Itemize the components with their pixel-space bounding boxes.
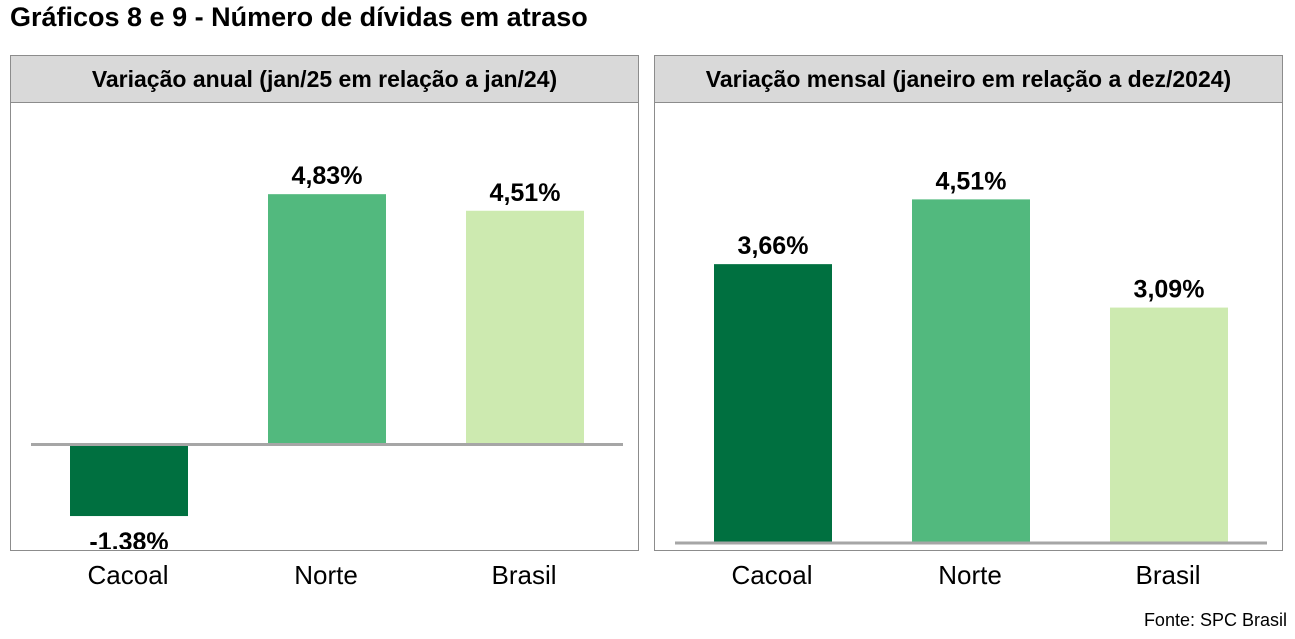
data-label-norte: 4,83% (292, 162, 363, 190)
monthly-chart-plot: 3,66% 4,51% 3,09% (675, 167, 1267, 545)
page-title: Gráficos 8 e 9 - Número de dívidas em at… (10, 2, 588, 32)
x-tick-label: Cacoal (87, 560, 169, 590)
x-tick-label: Norte (294, 560, 358, 590)
x-tick-label: Cacoal (731, 560, 813, 590)
bar-brasil (466, 210, 584, 445)
x-tick-label: Norte (938, 560, 1002, 590)
annual-variation-chart: Variação anual (jan/25 em relação a jan/… (10, 55, 639, 551)
monthly-x-axis-labels: Cacoal Norte Brasil (654, 560, 1283, 600)
bar-brasil (1110, 307, 1228, 543)
chart-title-annual: Variação anual (jan/25 em relação a jan/… (11, 56, 638, 103)
annual-x-axis-labels: Cacoal Norte Brasil (10, 560, 639, 600)
data-label-norte: 4,51% (936, 167, 1007, 195)
data-label-brasil: 3,09% (1134, 276, 1205, 304)
bar-norte (268, 194, 386, 445)
x-tick-label: Brasil (491, 560, 557, 590)
data-label-cacoal: -1,38% (89, 528, 168, 549)
chart-title-monthly: Variação mensal (janeiro em relação a de… (655, 56, 1282, 103)
data-label-brasil: 4,51% (490, 179, 561, 207)
annual-chart-plot: -1,38% 4,83% 4,51% (31, 162, 623, 549)
monthly-variation-chart: Variação mensal (janeiro em relação a de… (654, 55, 1283, 551)
bar-norte (912, 199, 1030, 543)
source-note: Fonte: SPC Brasil (1143, 610, 1287, 630)
data-label-cacoal: 3,66% (738, 232, 809, 260)
x-tick-label: Brasil (1135, 560, 1201, 590)
bar-cacoal (714, 264, 832, 543)
bar-cacoal (70, 444, 188, 517)
